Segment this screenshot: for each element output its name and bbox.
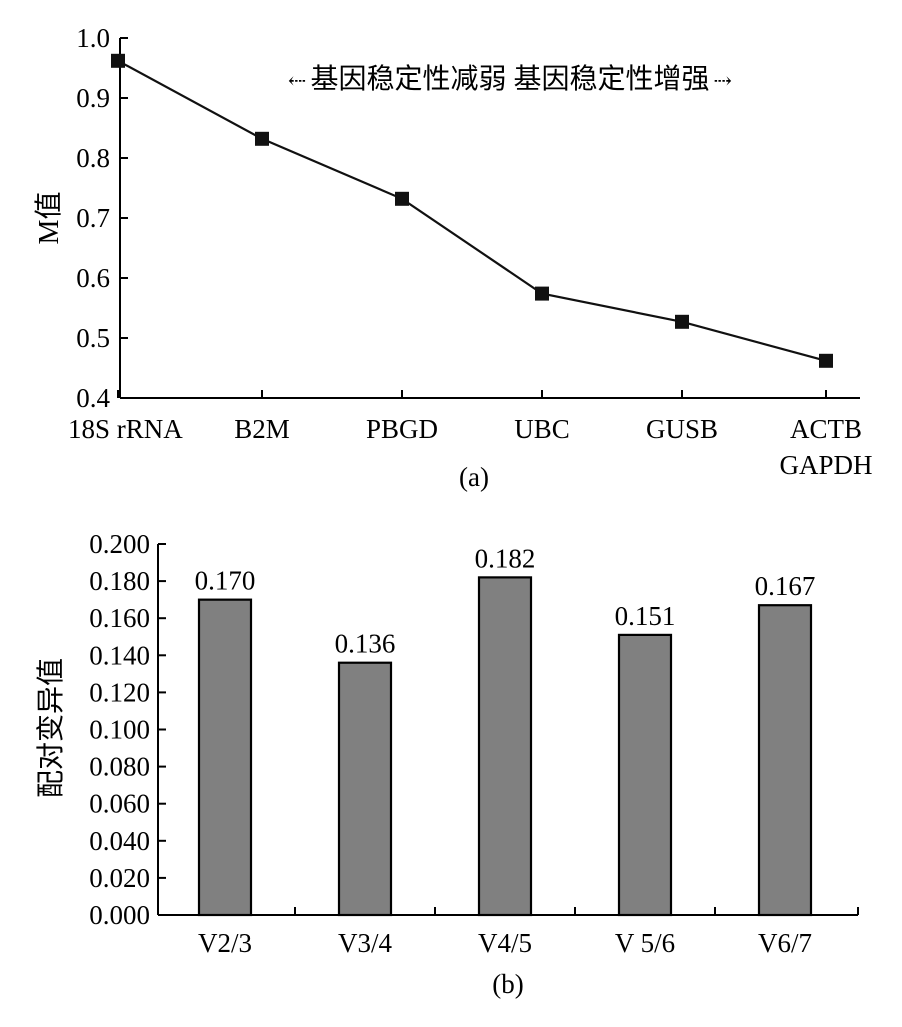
panel-b-y-tick-label: 0.120 [89, 677, 150, 707]
panel-a-label: (a) [459, 462, 489, 492]
panel-a-y-tick-label: 0.5 [76, 323, 110, 353]
panel-b-x-tick-label: V2/3 [198, 928, 252, 958]
panel-a-y-tick-label: 1.0 [76, 23, 110, 53]
panel-b-y-tick-label: 0.000 [89, 900, 150, 930]
panel-a-x-tick-label: PBGD [366, 414, 438, 444]
panel-a-right-arrow: ⇢ [714, 68, 732, 93]
panel-a-data-point [111, 53, 125, 68]
panel-a-y-tick-label: 0.8 [76, 143, 110, 173]
panel-b-data-label: 0.182 [475, 543, 536, 573]
panel-b-y-tick-label: 0.060 [89, 789, 150, 819]
panel-b-y-tick-label: 0.200 [89, 529, 150, 559]
panel-a-y-tick-label: 0.4 [76, 383, 110, 413]
panel-b-data-label: 0.170 [195, 566, 256, 596]
panel-b-x-tick-label: V4/5 [478, 928, 532, 958]
panel-b-y-tick-label: 0.100 [89, 715, 150, 745]
panel-a-data-point [819, 353, 833, 368]
panel-a-y-ticks: 0.4 0.5 0.6 0.7 0.8 0.9 1.0 [76, 23, 128, 413]
panel-b-y-tick-label: 0.080 [89, 752, 150, 782]
panel-a-series-line [117, 59, 827, 362]
panel-a-data-point [395, 191, 409, 206]
panel-b-y-tick-label: 0.180 [89, 566, 150, 596]
panel-a-y-tick-label: 0.9 [76, 83, 110, 113]
panel-b-y-tick-label: 0.040 [89, 826, 150, 856]
panel-b-x-tick-label: V6/7 [758, 928, 812, 958]
panel-a-data-point [675, 314, 689, 329]
panel-b-x-ticks: V2/3 V3/4 V4/5 V 5/6 V6/7 [157, 907, 859, 958]
panel-b-bar [337, 661, 393, 917]
panel-b-y-tick-label: 0.140 [89, 640, 150, 670]
panel-b-x-tick-label: V 5/6 [615, 928, 675, 958]
panel-b-bar [757, 604, 813, 917]
panel-a-x-tick-label: ACTB [790, 414, 862, 444]
panel-b-data-label: 0.151 [615, 601, 676, 631]
panel-b-data-label: 0.167 [755, 571, 816, 601]
panel-a-x-tick-label: 18S rRNA [68, 414, 183, 444]
panel-a-left-arrow: ⇠ [288, 68, 306, 93]
panel-a-data-point [255, 131, 269, 146]
panel-b-y-axis-title: 配对变异值 [35, 658, 67, 798]
panel-a-x-tick-label: B2M [234, 414, 290, 444]
panel-a-y-tick-label: 0.6 [76, 263, 110, 293]
panel-a-data-point [535, 286, 549, 301]
panel-a-stability-annotation: ⇠ 基因稳定性减弱 基因稳定性增强 ⇢ [288, 63, 732, 95]
panel-b-bar [617, 633, 673, 917]
panel-a-line-chart: 0.4 0.5 0.6 0.7 0.8 0.9 1.0 18S rRNA B2M PBGD UBC… [33, 23, 873, 492]
panel-a-x-tick-label: UBC [514, 414, 570, 444]
panel-a-x-tick-label: GUSB [646, 414, 718, 444]
panel-a-annotation-text: 基因稳定性减弱 基因稳定性增强 [310, 63, 709, 95]
panel-b-bar [477, 576, 533, 917]
panel-b-y-ticks: 0.000 0.020 0.040 0.060 0.080 0.100 0.120 0.140… [89, 529, 166, 930]
panel-a-y-tick-label: 0.7 [76, 203, 110, 233]
panel-a-x-tick-label: GAPDH [779, 450, 872, 480]
panel-b-bar [197, 598, 253, 917]
panel-b-data-label: 0.136 [335, 629, 396, 659]
panel-b-label: (b) [492, 969, 523, 999]
panel-b-bars: 0.170 0.136 0.182 0.151 0.167 [195, 543, 816, 917]
panel-b-y-tick-label: 0.160 [89, 603, 150, 633]
panel-b-x-tick-label: V3/4 [338, 928, 393, 958]
panel-a-series [111, 53, 833, 368]
panel-a-y-axis-title: M值 [33, 192, 65, 245]
panel-b-y-tick-label: 0.020 [89, 863, 150, 893]
panel-a-x-ticks: 18S rRNA B2M PBGD UBC GUSB ACTB GAPDH [68, 390, 873, 480]
panel-b-bar-chart: 0.000 0.020 0.040 0.060 0.080 0.100 0.120 0.140… [35, 529, 859, 999]
